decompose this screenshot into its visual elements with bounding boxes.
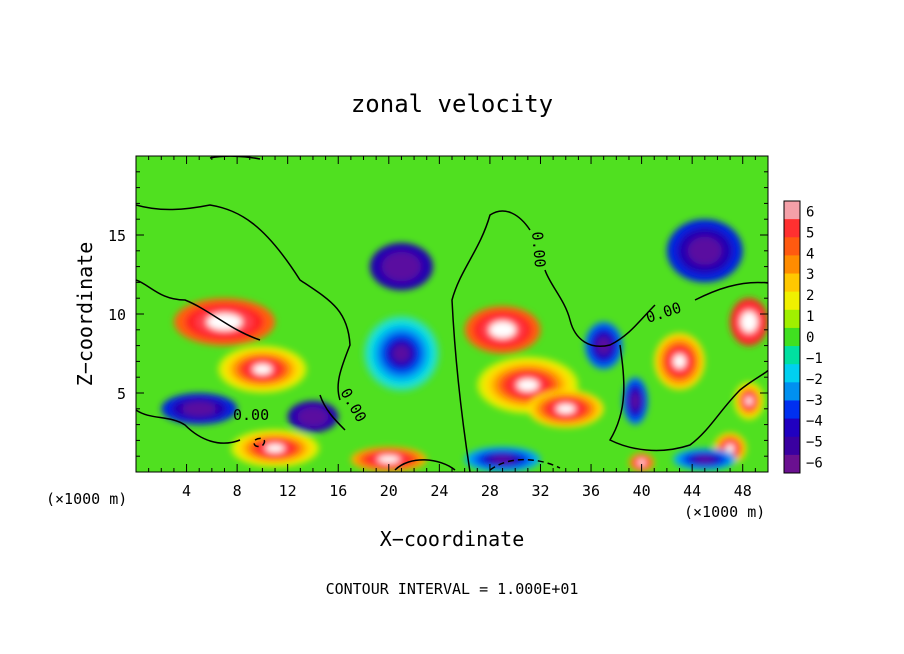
contour-line — [451, 210, 531, 472]
field-region — [556, 404, 575, 414]
colorbar-swatch — [784, 400, 800, 420]
field-region — [393, 345, 410, 362]
field-region — [182, 401, 217, 416]
field-region — [687, 236, 722, 265]
x-tick-label: 40 — [633, 482, 651, 500]
contour-label: 0.00 — [233, 406, 269, 424]
y-axis-label: Z−coordinate — [73, 242, 97, 387]
y-tick-label: 15 — [108, 227, 126, 245]
field-region — [489, 321, 516, 339]
contour-line — [694, 281, 768, 301]
colorbar-frame — [783, 200, 801, 474]
colorbar-swatch — [784, 327, 800, 347]
colorbar-swatch — [784, 346, 800, 365]
colorbar-tick-label: 4 — [806, 246, 814, 262]
zero-contours — [136, 156, 768, 472]
colorbar-tick-label: 0 — [806, 330, 814, 346]
x-axis-label: X−coordinate — [380, 527, 525, 551]
field-region — [491, 455, 514, 463]
x-tick-label: 8 — [233, 482, 242, 500]
colorbar-swatch — [784, 454, 800, 474]
contour-line — [544, 269, 656, 347]
field-region — [265, 444, 285, 453]
y-axis: 5 10 15 — [108, 171, 768, 457]
colorbar-tick-label: 6 — [806, 204, 814, 220]
colorbar-tick-label: −5 — [806, 435, 823, 451]
field-region — [630, 392, 640, 410]
x-tick-label: 4 — [182, 482, 191, 500]
velocity-field — [161, 219, 768, 472]
colorbar-swatch — [784, 382, 800, 401]
colorbar-tick-label: −4 — [806, 414, 823, 430]
contour-line — [136, 409, 241, 444]
contour-line — [136, 204, 351, 401]
x-tick-label: 24 — [430, 482, 448, 500]
colorbar-tick-label: 2 — [806, 288, 814, 304]
field-region — [726, 444, 735, 453]
field-region — [377, 455, 400, 463]
y-tick-label: 5 — [117, 385, 126, 403]
contour-line — [253, 437, 266, 448]
field-region — [637, 459, 646, 466]
colorbar-swatch — [784, 273, 800, 293]
colorbar-tick-label: −1 — [806, 351, 823, 367]
contour-line — [394, 459, 456, 471]
contour-interval: CONTOUR INTERVAL = 1.000E+01 — [326, 580, 579, 598]
y-tick-label: 10 — [108, 306, 126, 324]
field-region — [517, 379, 539, 392]
colorbar-tick-label: 1 — [806, 309, 814, 325]
colorbar-swatch — [784, 201, 800, 220]
field-region — [297, 406, 329, 427]
contour-line — [136, 279, 261, 341]
field-region — [673, 354, 686, 369]
colorbar-swatch — [784, 237, 800, 256]
contour-line — [319, 394, 346, 431]
colorbar-swatch — [784, 309, 800, 329]
field-region — [253, 364, 272, 375]
x-unit-left: (×1000 m) — [46, 490, 127, 508]
colorbar-tick-label: −3 — [806, 393, 823, 409]
x-tick-label: 36 — [582, 482, 600, 500]
x-axis: 4 8 12 16 20 24 28 32 36 40 44 48 — [148, 156, 769, 500]
x-unit-right: (×1000 m) — [684, 503, 765, 521]
chart-title: zonal velocity — [351, 90, 553, 118]
colorbar-tick-label: 5 — [806, 225, 814, 241]
colorbar-swatch — [784, 219, 800, 238]
colorbar-swatch — [784, 291, 800, 311]
x-tick-label: 48 — [734, 482, 752, 500]
colorbar-swatch — [784, 418, 800, 438]
field-region — [745, 396, 753, 405]
colorbar: 6 5 4 3 2 1 0 −1 −2 −3 −4 −5 −6 — [783, 200, 823, 474]
colorbar-tick-label: 3 — [806, 267, 814, 283]
field-region — [695, 456, 714, 463]
x-tick-label: 16 — [329, 482, 347, 500]
colorbar-swatch — [784, 255, 800, 275]
field-region — [381, 252, 421, 282]
x-tick-label: 20 — [380, 482, 398, 500]
x-tick-label: 44 — [683, 482, 701, 500]
colorbar-tick-label: −6 — [806, 456, 823, 472]
x-tick-label: 28 — [481, 482, 499, 500]
plot-area: 0.00 0.00 0.00 0.00 — [136, 156, 768, 472]
x-tick-label: 32 — [531, 482, 549, 500]
colorbar-swatch — [784, 364, 800, 383]
contour-label: 0.00 — [528, 231, 549, 269]
contour-line — [608, 344, 768, 452]
colorbar-tick-label: −2 — [806, 372, 823, 388]
colorbar-swatch — [784, 436, 800, 456]
field-region — [740, 311, 758, 333]
x-tick-label: 12 — [279, 482, 297, 500]
